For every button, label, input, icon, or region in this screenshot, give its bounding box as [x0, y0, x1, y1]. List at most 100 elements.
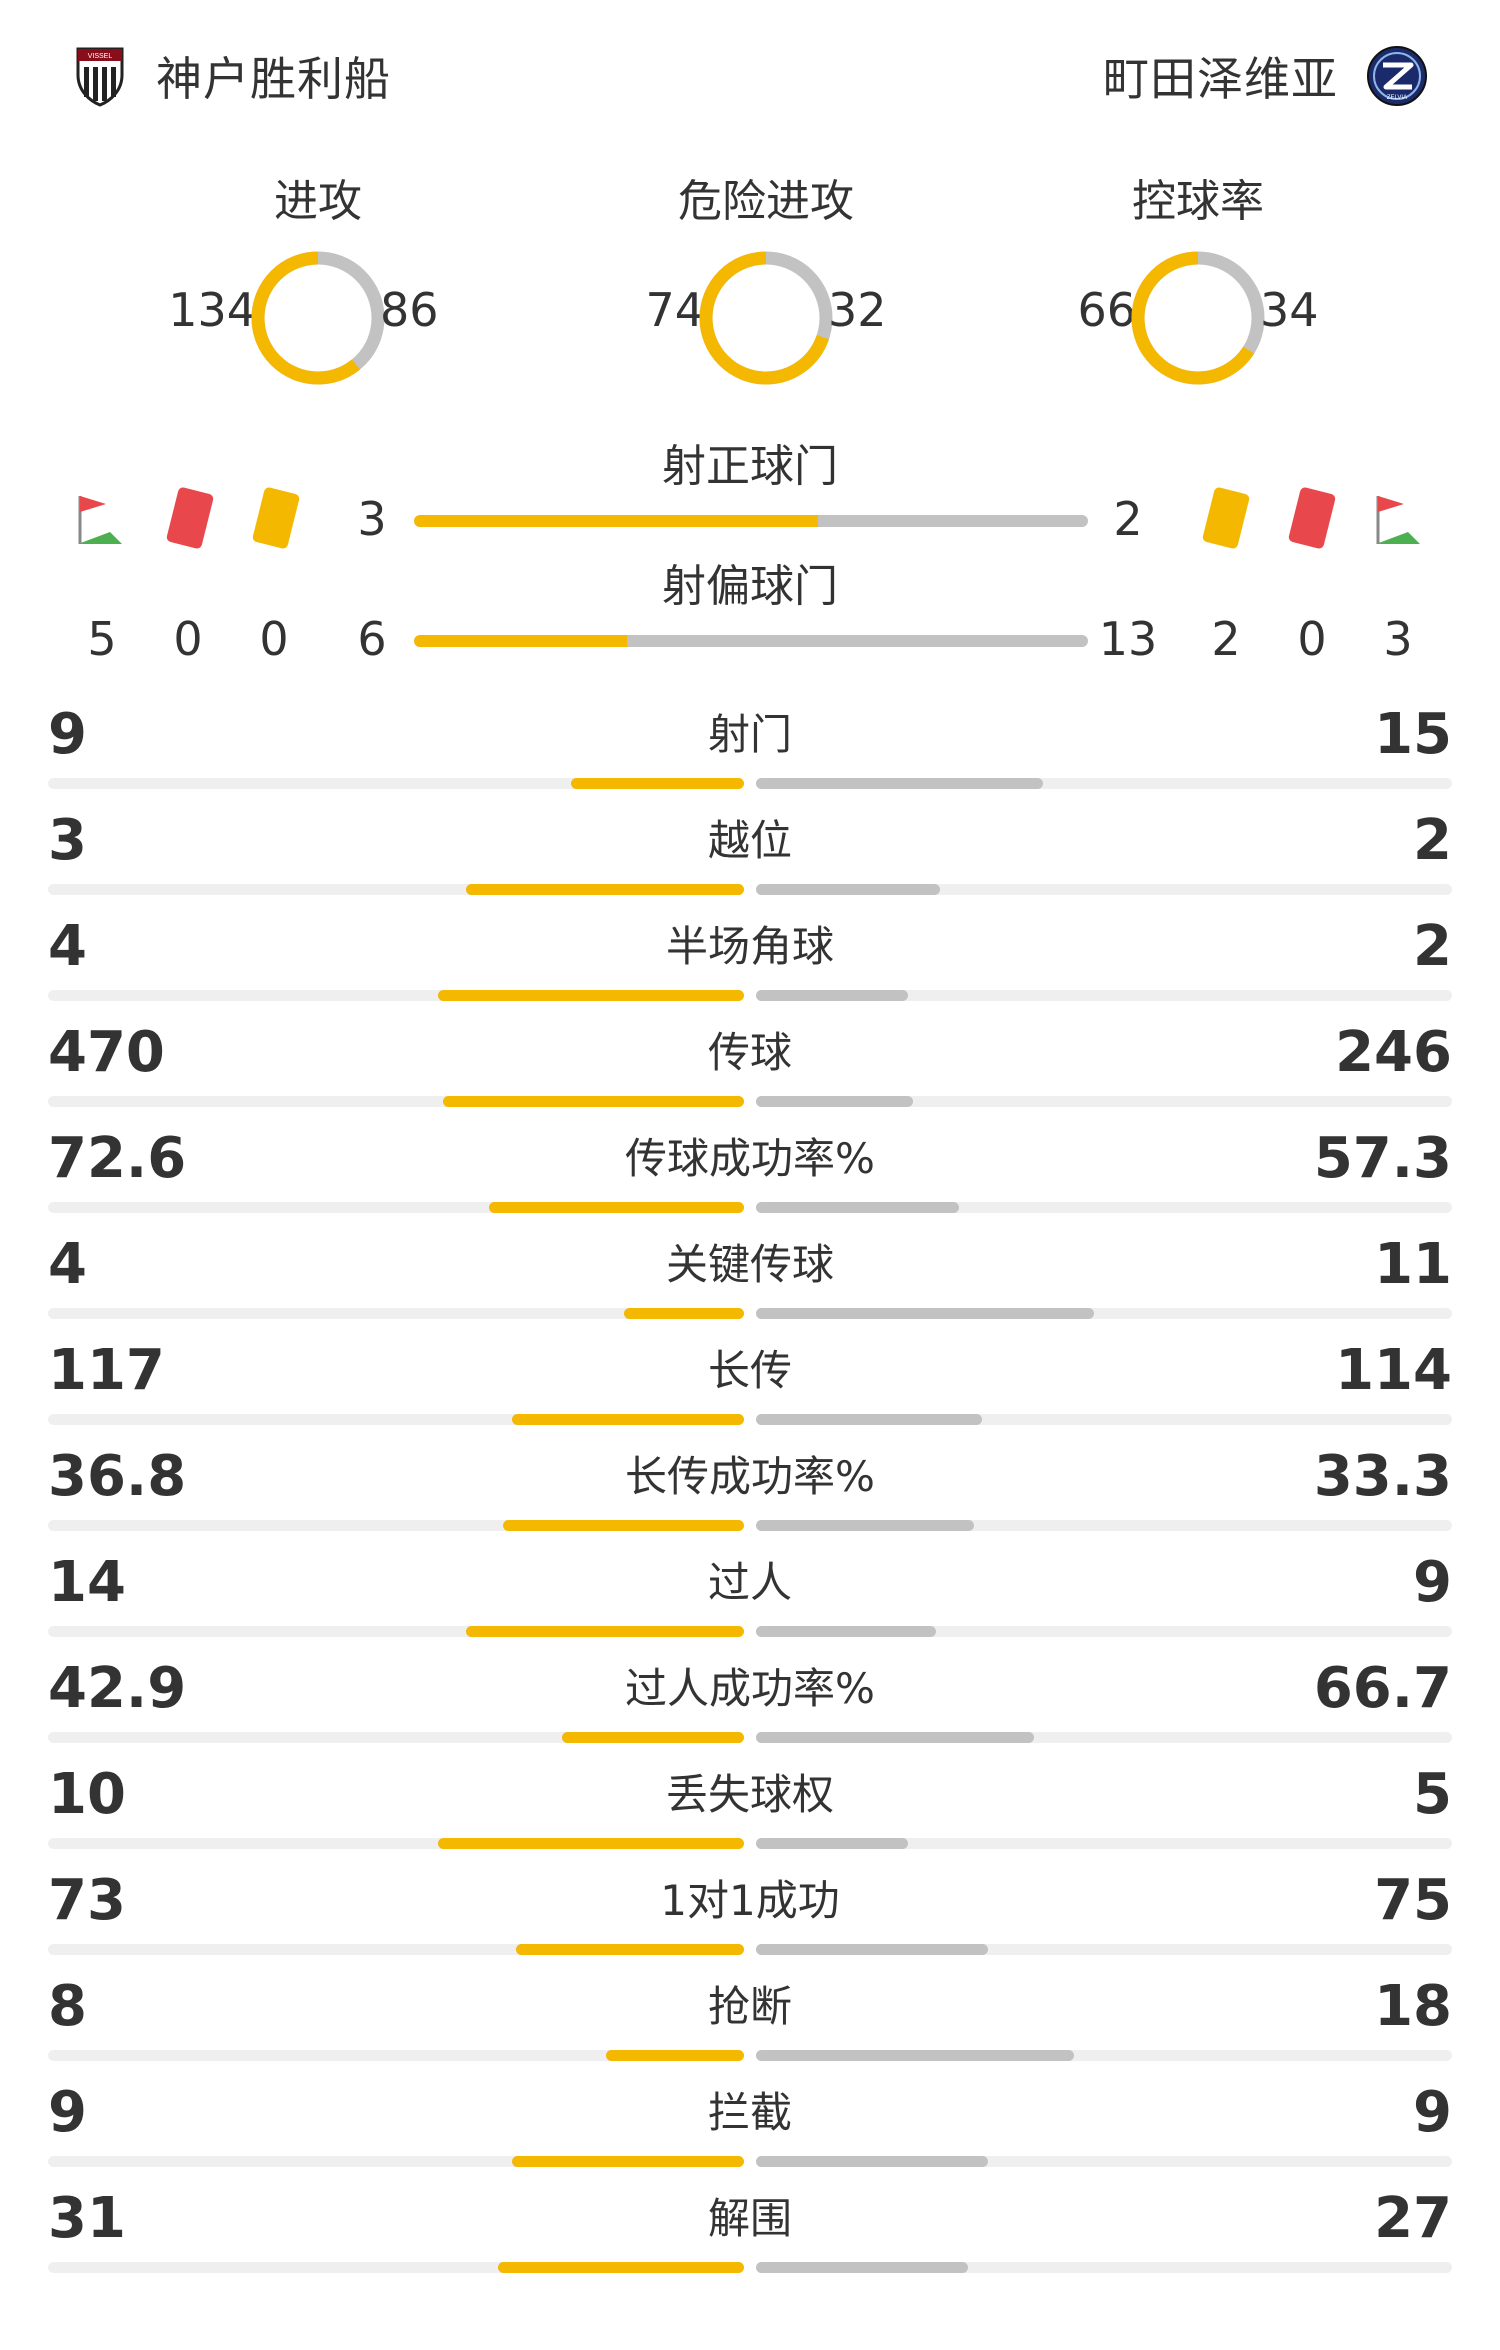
stat-away-track — [756, 2156, 1452, 2167]
stat-away-track — [756, 884, 1452, 895]
home-team[interactable]: VISSEL 神户胜利船 — [72, 40, 391, 112]
stat-row: 9 射门 15 — [0, 700, 1500, 806]
stat-away-value: 9 — [1413, 1550, 1452, 1615]
shots-off-home: 6 — [357, 612, 387, 666]
stat-away-value: 2 — [1413, 808, 1452, 873]
stat-away-track — [756, 2050, 1452, 2061]
donut-ring — [1131, 251, 1265, 385]
stat-away-bar — [756, 1202, 959, 1213]
stat-away-bar — [756, 778, 1043, 789]
stat-home-track — [48, 1308, 744, 1319]
stat-home-value: 14 — [48, 1550, 126, 1615]
stat-home-track — [48, 2156, 744, 2167]
stat-label: 丢失球权 — [665, 1770, 834, 1819]
stat-away-value: 246 — [1335, 1020, 1452, 1085]
stat-away-bar — [756, 884, 940, 895]
stat-away-bar — [756, 2050, 1074, 2061]
stat-row: 4 半场角球 2 — [0, 912, 1500, 1018]
donut-home-arc — [699, 251, 833, 385]
shots-off-away: 13 — [1098, 612, 1158, 666]
stat-home-bar — [498, 2262, 744, 2273]
stat-away-track — [756, 1520, 1452, 1531]
stat-row: 4 关键传球 11 — [0, 1230, 1500, 1336]
stat-away-bar — [756, 2156, 988, 2167]
corner-flag-icon — [1370, 492, 1426, 552]
stat-away-value: 66.7 — [1313, 1656, 1452, 1721]
stat-home-track — [48, 1096, 744, 1107]
stat-away-bar — [756, 990, 908, 1001]
zelvia-crest-text: ZELVIA — [1387, 95, 1407, 101]
stat-label: 解围 — [707, 2194, 792, 2243]
home-red-cards-count: 0 — [173, 612, 203, 666]
stat-home-track — [48, 2050, 744, 2061]
stat-away-track — [756, 1308, 1452, 1319]
donut-title: 进攻 — [274, 176, 362, 227]
stat-label: 传球成功率% — [625, 1134, 875, 1183]
home-team-name: 神户胜利船 — [156, 52, 391, 106]
stat-label: 传球 — [707, 1028, 792, 1077]
shots-off-title: 射偏球门 — [662, 561, 838, 612]
stat-row: 117 长传 114 — [0, 1336, 1500, 1442]
donut-ring — [699, 251, 833, 385]
stat-home-bar — [503, 1520, 744, 1531]
stat-row: 72.6 传球成功率% 57.3 — [0, 1124, 1500, 1230]
stat-home-bar — [562, 1732, 744, 1743]
stat-home-track — [48, 990, 744, 1001]
home-corners-count: 5 — [87, 612, 117, 666]
stat-away-bar — [756, 1308, 1094, 1319]
stat-away-bar — [756, 1096, 913, 1107]
stat-away-track — [756, 1626, 1452, 1637]
stat-home-track — [48, 1626, 744, 1637]
yellow-card-icon — [248, 486, 304, 556]
stat-away-bar — [756, 1732, 1034, 1743]
away-team[interactable]: 町田泽维亚 ZELVIA — [1103, 40, 1428, 112]
vissel-crest-text: VISSEL — [88, 53, 113, 60]
donut-stat: 控球率 66 34 — [988, 165, 1408, 405]
stat-home-value: 3 — [48, 808, 87, 873]
stat-away-track — [756, 1202, 1452, 1213]
stat-home-value: 117 — [48, 1338, 165, 1403]
stat-row: 73 1对1成功 75 — [0, 1866, 1500, 1972]
stat-row: 470 传球 246 — [0, 1018, 1500, 1124]
home-yellow-cards-count: 0 — [259, 612, 289, 666]
stat-home-bar — [606, 2050, 744, 2061]
stat-home-bar — [516, 1944, 744, 1955]
stat-away-track — [756, 2262, 1452, 2273]
stat-home-track — [48, 2262, 744, 2273]
away-team-name: 町田泽维亚 — [1103, 52, 1338, 106]
away-yellow-cards-count: 2 — [1211, 612, 1241, 666]
stat-label: 关键传球 — [665, 1240, 834, 1289]
zelvia-crest-icon: ZELVIA — [1366, 45, 1428, 107]
stat-away-value: 5 — [1413, 1762, 1452, 1827]
shots-on-home-fill — [414, 515, 819, 527]
stat-away-value: 114 — [1335, 1338, 1452, 1403]
stat-home-value: 36.8 — [48, 1444, 187, 1509]
stat-away-bar — [756, 1626, 936, 1637]
stat-home-track — [48, 1944, 744, 1955]
away-red-cards-count: 0 — [1297, 612, 1327, 666]
stat-home-bar — [438, 1838, 744, 1849]
stat-away-bar — [756, 1944, 988, 1955]
stat-home-bar — [489, 1202, 744, 1213]
stat-home-bar — [443, 1096, 744, 1107]
stat-away-track — [756, 1944, 1452, 1955]
stat-home-bar — [438, 990, 744, 1001]
stat-away-track — [756, 1414, 1452, 1425]
stat-away-value: 75 — [1374, 1868, 1452, 1933]
donut-home-arc — [1131, 251, 1265, 385]
yellow-card-icon — [1198, 486, 1254, 556]
stat-home-track — [48, 1732, 744, 1743]
stat-home-track — [48, 884, 744, 895]
stat-away-bar — [756, 1838, 908, 1849]
donut-away-value: 86 — [380, 283, 439, 337]
stat-label: 过人 — [707, 1558, 792, 1607]
stat-home-track — [48, 1520, 744, 1531]
stat-home-track — [48, 778, 744, 789]
stat-home-track — [48, 1838, 744, 1849]
stat-away-track — [756, 1096, 1452, 1107]
stat-label: 长传 — [707, 1346, 792, 1395]
stat-home-bar — [512, 1414, 744, 1425]
stat-away-value: 11 — [1374, 1232, 1452, 1297]
stat-row: 36.8 长传成功率% 33.3 — [0, 1442, 1500, 1548]
